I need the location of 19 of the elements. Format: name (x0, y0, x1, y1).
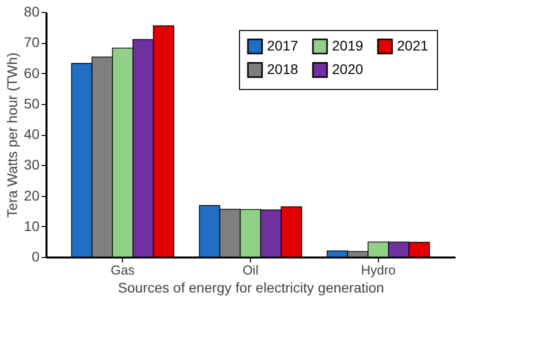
y-tick-label: 20 (24, 187, 40, 204)
x-tick-label: Hydro (360, 262, 396, 278)
legend-label: 2021 (397, 37, 428, 54)
y-tick-label: 60 (24, 64, 40, 81)
y-tick-label: 70 (24, 34, 40, 50)
legend-label: 2018 (267, 61, 298, 77)
legend-label: 2017 (267, 37, 298, 54)
y-tick-label: 40 (24, 126, 40, 142)
y-axis-title: Tera Watts per hour (TWh) (4, 52, 20, 218)
y-tick-label: 80 (24, 4, 40, 20)
y-tick-label: 0 (32, 248, 40, 264)
y-tick-label: 50 (24, 95, 40, 112)
y-tick-label: 30 (24, 156, 40, 173)
x-tick-label: Oil (242, 262, 259, 278)
legend-label: 2019 (332, 37, 364, 54)
x-axis-title: Sources of energy for electricity generation (118, 280, 384, 296)
legend-label: 2020 (332, 61, 364, 77)
x-tick-label: Gas (110, 262, 136, 278)
y-tick-label: 10 (24, 218, 40, 234)
